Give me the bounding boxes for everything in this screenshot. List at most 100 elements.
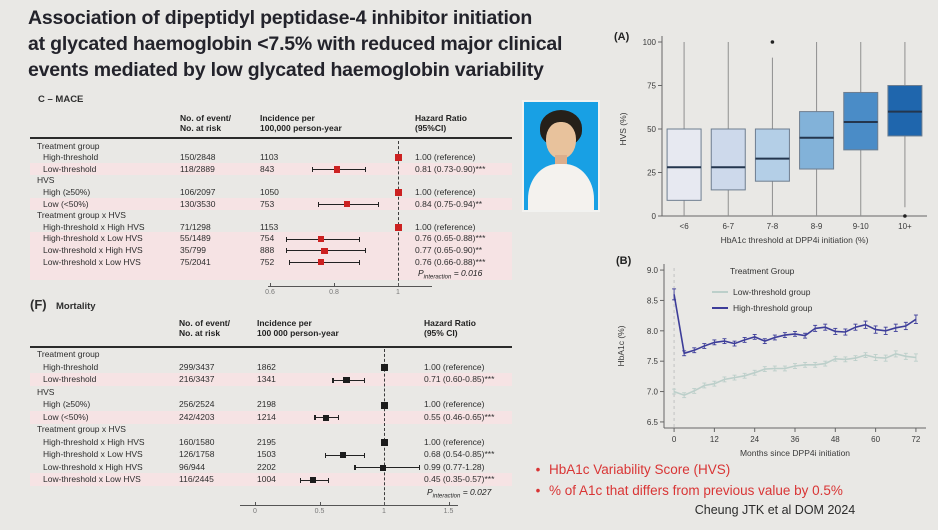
boxplot-panel-a: (A) 0 25 50 75 100 HVS (%) <6 6-7 7-8 8-9 9-10 10+ Hb…	[614, 31, 927, 245]
cell-incidence: 752	[260, 256, 275, 267]
ci-cap-low	[300, 477, 302, 483]
x-tick-label: 72	[911, 435, 920, 444]
cell-hazard-ratio: 1.00 (reference)	[415, 186, 476, 197]
cell-events: 299/3437	[179, 361, 215, 372]
ci-cap-low	[286, 248, 288, 254]
ci-cap-high	[365, 248, 367, 254]
cell-hazard-ratio: 0.45 (0.35-0.57)***	[424, 474, 495, 484]
box	[799, 111, 835, 170]
row-label: Treatment group x HVS	[37, 210, 126, 221]
hr-marker	[379, 464, 386, 471]
row-label: High-threshold x High HVS	[43, 436, 145, 447]
p-interaction: Pinteraction = 0.027	[427, 486, 492, 500]
x-axis-title: Months since DPP4i initiation	[740, 448, 850, 458]
ci-line	[354, 467, 421, 469]
cell-incidence: 1153	[260, 221, 279, 232]
ci-cap-high	[363, 377, 365, 383]
x-axis-title: HbA1c threshold at DPP4i initiation (%)	[721, 235, 869, 245]
hr-axis-tick-label: 0.6	[265, 289, 275, 296]
cell-incidence: 1503	[257, 449, 276, 459]
row-label: Low-threshold	[43, 374, 97, 384]
p-interaction: Pinteraction = 0.016	[418, 268, 483, 281]
cell-events: 106/2097	[180, 186, 216, 197]
cell-incidence: 1341	[257, 374, 276, 384]
row-highlight	[30, 267, 512, 280]
cell-hazard-ratio: 1.00 (reference)	[424, 436, 485, 447]
row-label: Low-threshold	[43, 163, 97, 174]
y-axis-title: HbA1c (%)	[616, 325, 626, 366]
row-label: Low-threshold x Low HVS	[43, 474, 141, 484]
outlier-point	[903, 214, 907, 218]
hr-axis-tick	[255, 502, 256, 506]
cell-hazard-ratio: 1.00 (reference)	[415, 221, 476, 232]
reference-line	[398, 140, 399, 286]
y-tick-label: 100	[643, 38, 657, 47]
row-label: Low (<50%)	[43, 198, 89, 209]
x-tick-label: 12	[710, 435, 719, 444]
y-tick-label: 7.0	[647, 388, 659, 397]
series-line	[673, 294, 917, 355]
photo-face	[546, 122, 576, 159]
cell-events: 242/4203	[179, 411, 215, 422]
hr-axis-tick-label: 0.8	[329, 289, 339, 296]
p-subscript: interaction	[432, 493, 461, 500]
hr-axis	[240, 505, 458, 506]
forest-plot-mortality: (F) Mortality No. of event/ No. at risk Inc…	[30, 297, 512, 528]
legend-title: Treatment Group	[730, 266, 795, 276]
cell-hazard-ratio: 0.81 (0.73-0.90)***	[415, 163, 486, 174]
row-label: High-threshold	[43, 152, 99, 163]
ci-cap-low	[318, 201, 320, 207]
row-label: Low-threshold x High HVS	[43, 461, 143, 472]
photo-shirt	[528, 164, 594, 210]
row-highlight	[30, 232, 512, 245]
row-highlight	[30, 473, 512, 486]
ci-cap-high	[419, 465, 421, 471]
x-tick-label: 9-10	[853, 222, 870, 231]
bullet-item: • HbA1c Variability Score (HVS)	[527, 459, 927, 480]
cell-incidence: 888	[260, 244, 275, 255]
cell-incidence: 1050	[260, 186, 279, 197]
cell-hazard-ratio: 0.55 (0.46-0.65)***	[424, 411, 495, 422]
row-highlight	[30, 373, 512, 386]
cell-hazard-ratio: 0.77 (0.65-0.90)**	[415, 244, 483, 255]
bullet-dot-icon: •	[535, 462, 541, 477]
y-axis-title: HVS (%)	[618, 112, 628, 145]
cell-incidence: 2195	[257, 436, 276, 447]
hr-marker	[343, 377, 350, 384]
hr-axis-tick	[384, 502, 385, 506]
hr-marker	[321, 247, 328, 254]
author-photo	[522, 100, 600, 212]
panel-tag: (F)	[30, 297, 47, 312]
y-tick-label: 8.0	[647, 327, 659, 336]
cell-events: 216/3437	[179, 374, 215, 384]
hr-marker	[309, 477, 317, 484]
row-label: High (≥50%)	[43, 399, 91, 409]
ci-cap-high	[358, 236, 360, 242]
col-header-incidence: Incidence per 100,000 person-year	[260, 113, 342, 134]
x-tick-label: 36	[791, 435, 800, 444]
hr-marker	[343, 201, 350, 208]
cell-events: 116/2445	[179, 474, 214, 484]
reference-line	[384, 349, 385, 505]
bullet-item: •% of A1c that differs from previous val…	[527, 480, 927, 501]
x-tick-label: 48	[831, 435, 840, 444]
series-line	[673, 353, 916, 397]
panel-heading: Mortality	[56, 301, 96, 312]
cell-incidence: 2198	[257, 399, 276, 409]
hr-axis-tick-label: 1	[382, 508, 386, 515]
y-tick-label: 6.5	[647, 418, 659, 427]
row-label: HVS	[37, 386, 55, 397]
cell-incidence: 754	[260, 233, 275, 244]
cell-events: 256/2524	[179, 399, 215, 409]
legend-label: Low-threshold group	[733, 287, 811, 297]
hr-marker	[394, 154, 402, 162]
header-rule	[30, 346, 512, 348]
hr-axis	[268, 286, 432, 287]
x-tick-label: <6	[680, 222, 690, 231]
cell-incidence: 753	[260, 198, 275, 209]
hr-marker	[394, 189, 402, 197]
cell-events: 150/2848	[180, 152, 216, 163]
box	[666, 128, 702, 201]
ci-cap-low	[354, 465, 356, 471]
row-label: Treatment group	[37, 349, 100, 359]
